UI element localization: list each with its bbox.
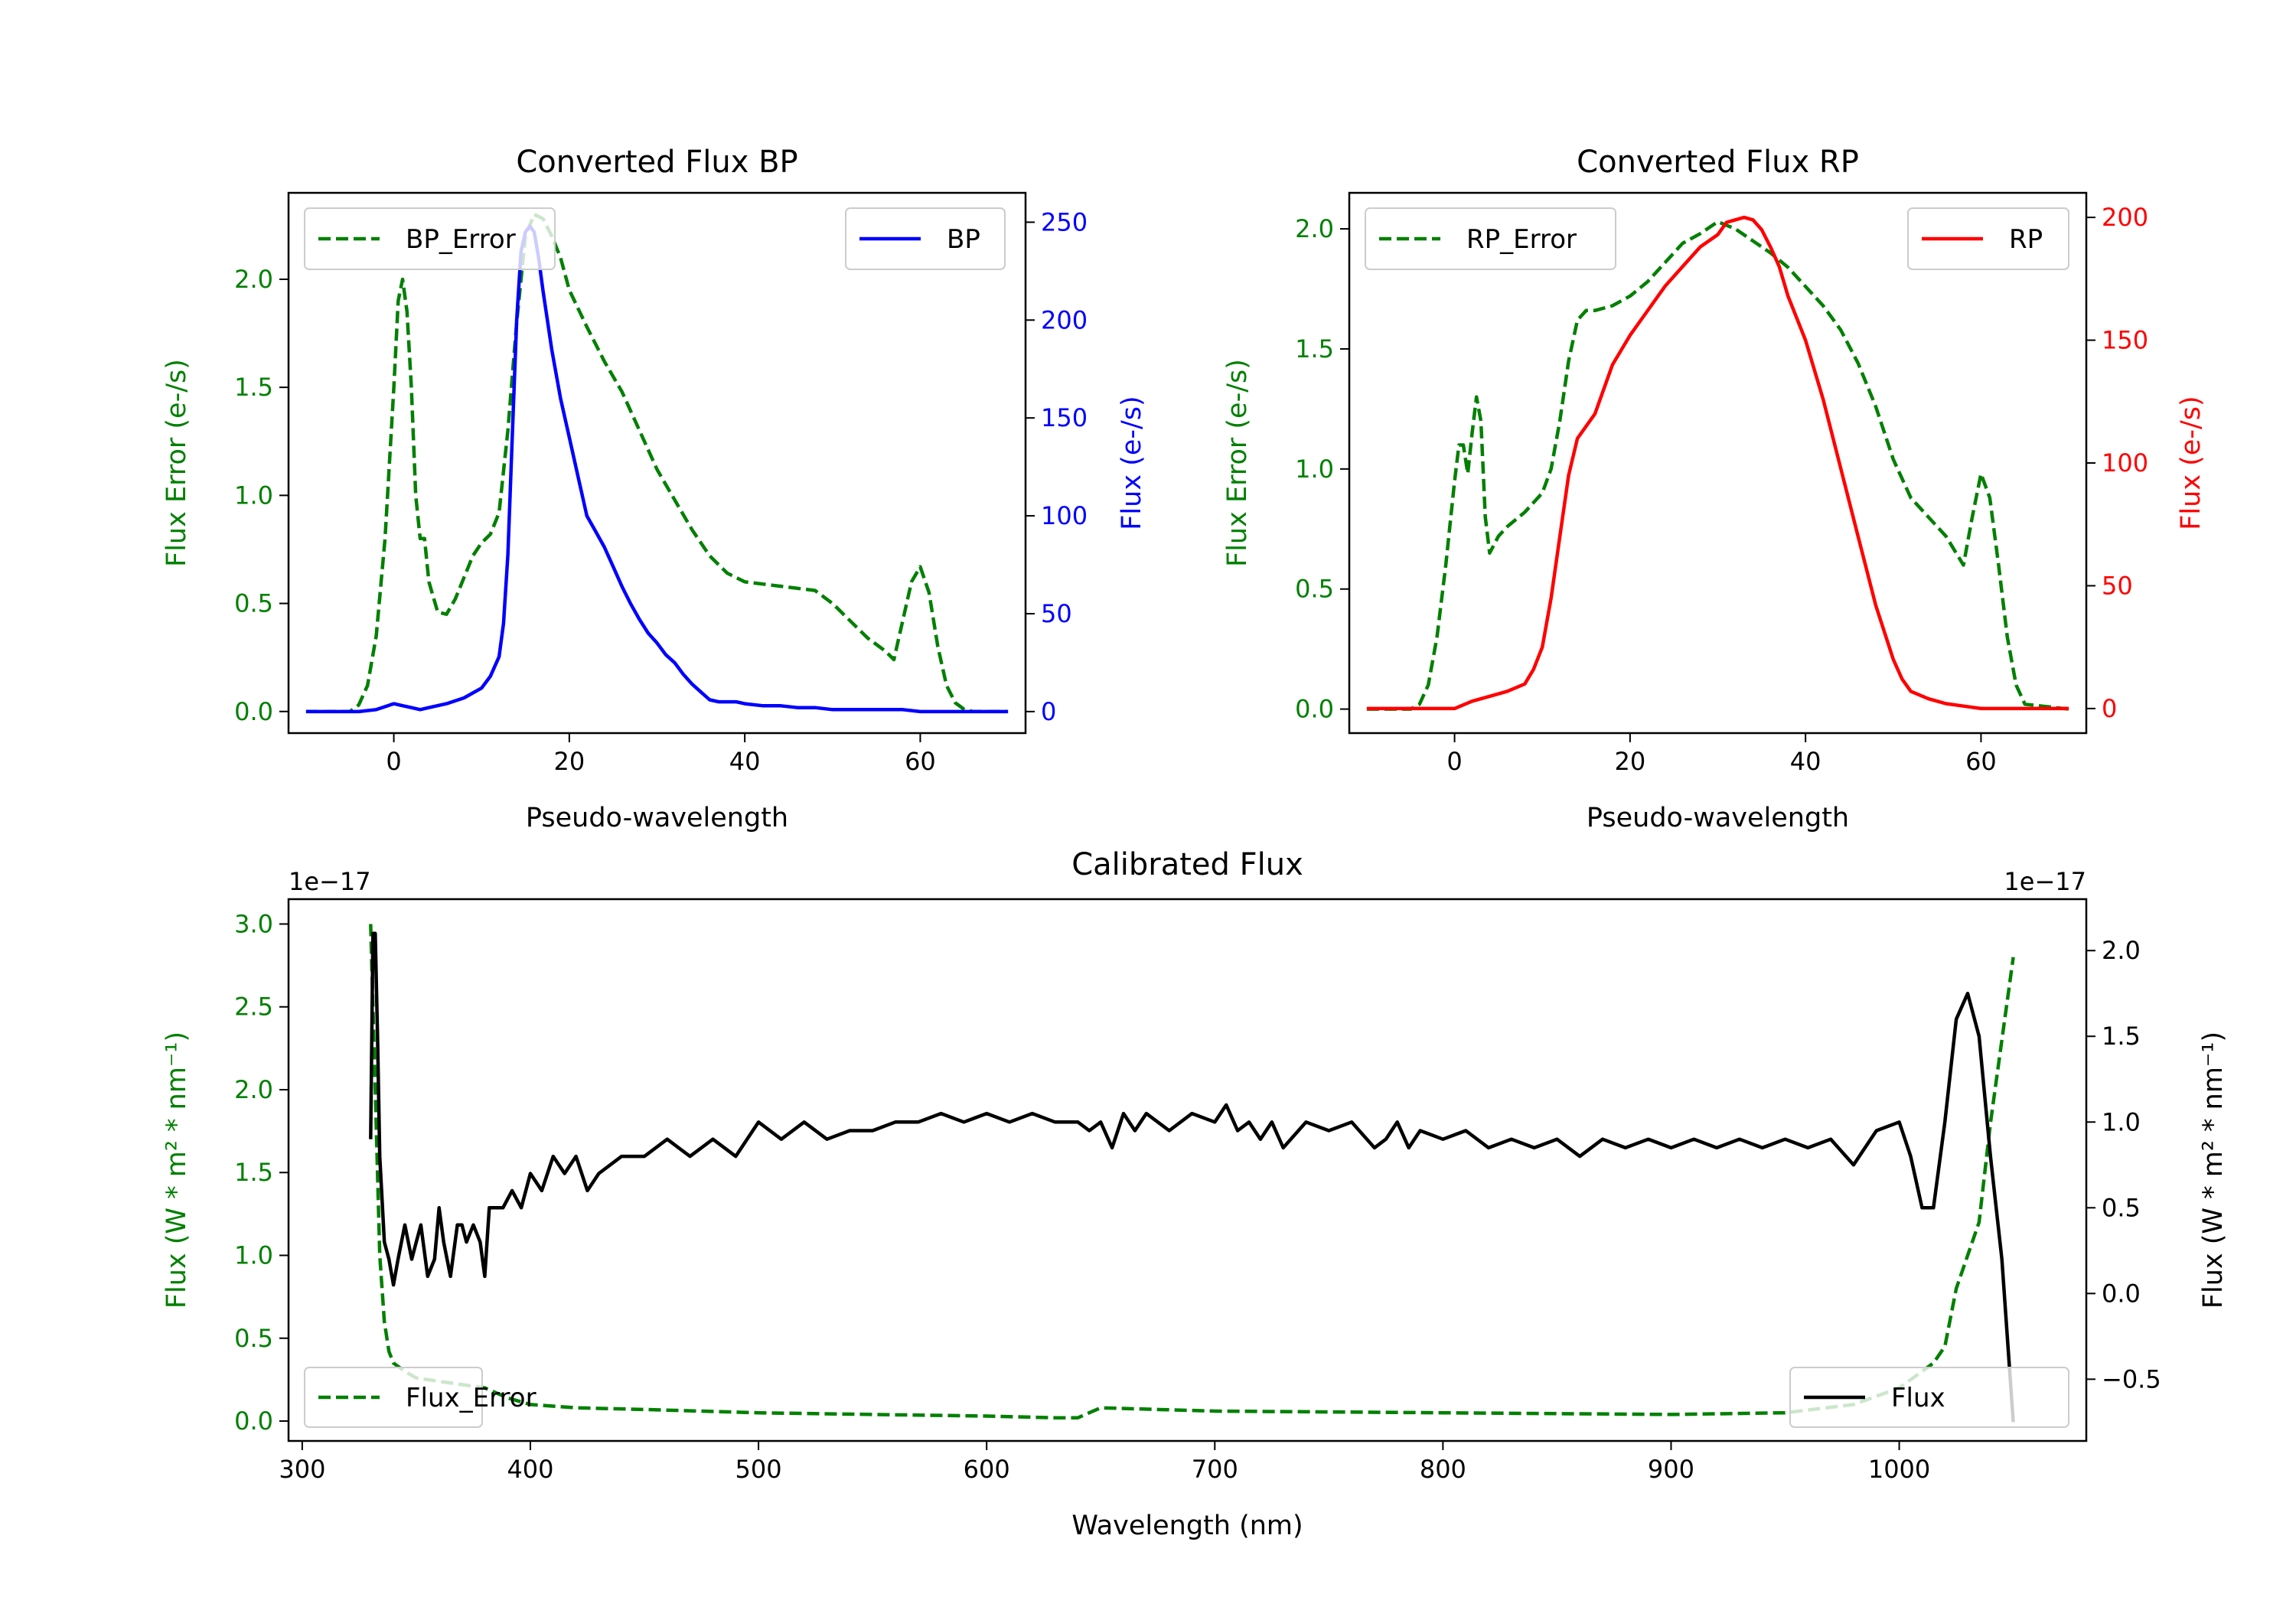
y-right-tick-label: 100 [1041,501,1088,530]
chart-title: Converted Flux BP [516,145,797,180]
x-tick-label: 600 [964,1455,1010,1484]
legend-bp-error: BP_Error [304,207,556,270]
y-left-offset-label: 1e−17 [289,867,371,896]
y-right-tick-label: 1.0 [2102,1107,2141,1136]
legend-box [304,1367,483,1428]
y-left-tick-label: 0.0 [234,697,273,726]
y-left-tick-label: 0.0 [234,1407,273,1436]
x-tick-label: 800 [1420,1455,1466,1484]
series-line-flux-error [369,924,2015,1420]
legend-label: Flux [1891,1383,1945,1413]
y-left-axis-label: Flux Error (e-/s) [1222,359,1253,567]
x-tick-label: 300 [279,1455,325,1484]
chart-panel-2: Converted Flux RP 0 20 40 60 0.0 0.5 1.0 1.5 2.0 0… [1222,145,2206,833]
y-right-axis-label: Flux (e-/s) [2176,396,2206,530]
legend-rp-error: RP_Error [1365,207,1616,270]
legend-box [1907,207,2069,270]
y-left-tick-label: 2.0 [1295,214,1334,243]
x-tick-label: 0 [1446,747,1462,776]
x-axis-label: Pseudo-wavelength [526,803,788,833]
y-right-axis-label: Flux (e-/s) [1117,396,1147,530]
y-left-tick-label: 1.5 [1295,334,1334,363]
legend-box [1789,1367,2069,1428]
legend-label: BP_Error [406,224,516,255]
y-left-tick-label: 1.0 [1295,455,1334,484]
y-right-tick-label: 100 [2102,448,2148,478]
x-axis-label: Pseudo-wavelength [1587,803,1849,833]
series-line-rp [1366,215,2069,711]
x-tick-label: 20 [1614,747,1645,776]
y-right-tick-label: 50 [1041,599,1072,628]
legend-flux-error: Flux_Error [304,1367,536,1428]
y-right-tick-label: 0.5 [2102,1193,2141,1222]
x-tick-label: 0 [386,747,401,776]
y-left-tick-label: 3.0 [234,909,273,938]
y-left-tick-label: 1.5 [234,373,273,402]
x-tick-label: 900 [1648,1455,1694,1484]
legend-rp: RP [1907,207,2069,270]
legend-label: Flux_Error [406,1383,536,1413]
x-tick-label: 60 [1965,747,1997,776]
x-tick-label: 60 [905,747,936,776]
legend-box [1365,207,1616,270]
series-line-bp-error [305,212,1009,714]
y-left-tick-label: 0.5 [234,1324,273,1353]
x-tick-label: 20 [553,747,585,776]
y-right-axis-label: Flux (W * m² * nm⁻¹) [2198,1032,2229,1309]
y-right-offset-label: 1e−17 [2004,867,2086,896]
chart-title: Converted Flux RP [1577,145,1859,180]
x-tick-label: 40 [1790,747,1821,776]
y-left-tick-label: 1.5 [234,1158,273,1187]
y-left-tick-label: 1.0 [234,1241,273,1270]
series-line-flux [369,931,2015,1423]
y-right-tick-label: 200 [1041,305,1088,334]
plot-frame [287,898,2088,1442]
y-right-tick-label: 0.0 [2102,1279,2141,1308]
x-tick-label: 40 [729,747,761,776]
y-right-tick-label: 150 [1041,403,1088,432]
x-tick-label: 400 [507,1455,553,1484]
series-line-bp [305,224,1009,714]
x-axis-label: Wavelength (nm) [1071,1511,1303,1541]
y-left-tick-label: 2.5 [234,993,273,1022]
chart-title: Calibrated Flux [1071,847,1303,882]
legend-label: RP [2009,224,2043,255]
y-left-tick-label: 1.0 [234,481,273,510]
y-left-tick-label: 2.0 [234,265,273,294]
y-right-tick-label: 250 [1041,207,1088,236]
legend-box [845,207,1006,270]
legend-label: BP [947,224,980,255]
x-tick-label: 500 [735,1455,782,1484]
y-left-tick-label: 0.0 [1295,695,1334,724]
y-right-tick-label: 2.0 [2102,936,2141,965]
y-left-tick-label: 2.0 [234,1075,273,1104]
legend-box [304,207,556,270]
x-tick-label: 700 [1192,1455,1238,1484]
x-tick-label: 1000 [1868,1455,1930,1484]
y-left-axis-label: Flux (W * m² * nm⁻¹) [161,1032,192,1309]
series-line-rp-error [1366,220,2069,711]
y-left-tick-label: 0.5 [234,589,273,618]
legend-bp: BP [845,207,1006,270]
y-left-axis-label: Flux Error (e-/s) [161,359,192,567]
chart-panel-3: Calibrated Flux 300 400 500 600 700 800 900 1000… [161,847,2229,1541]
y-right-tick-label: 50 [2102,571,2133,600]
y-right-tick-label: 1.5 [2102,1022,2141,1051]
y-right-tick-label: 200 [2102,203,2148,232]
y-right-tick-label: 0 [2102,694,2117,723]
chart-panel-1: Converted Flux BP 0 20 40 60 0.0 0.5 1.0 1.5 2.0 0… [161,145,1147,833]
y-right-tick-label: 150 [2102,326,2148,355]
y-right-tick-label: 0 [1041,697,1056,726]
y-right-tick-label: −0.5 [2102,1364,2161,1393]
y-left-tick-label: 0.5 [1295,575,1334,604]
legend-flux: Flux [1789,1367,2069,1428]
legend-label: RP_Error [1466,224,1577,255]
plot-frame [287,191,1027,735]
